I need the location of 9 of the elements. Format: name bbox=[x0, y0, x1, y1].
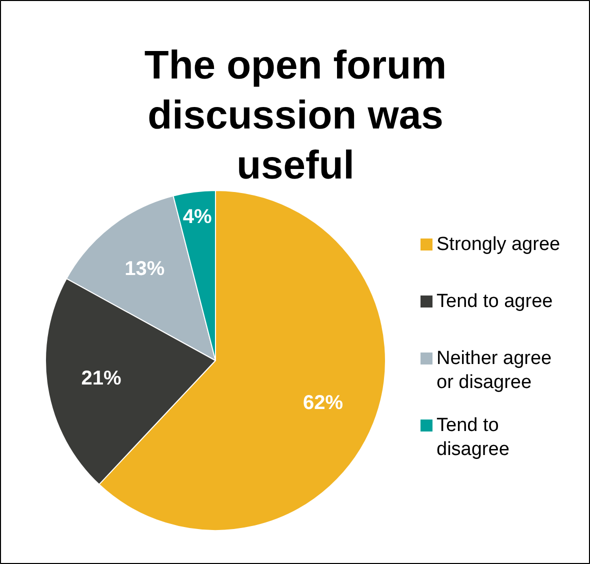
data-label: 4% bbox=[182, 206, 212, 228]
data-label: 21% bbox=[81, 368, 122, 390]
data-label: 13% bbox=[124, 258, 165, 280]
legend-label: Tend to agree bbox=[436, 291, 553, 312]
legend-label: Neither agree or disagree bbox=[436, 348, 552, 393]
legend-label: Tend to disagree bbox=[436, 415, 510, 460]
chart-title: The open forum discussion was useful bbox=[144, 44, 447, 188]
data-label: 62% bbox=[302, 392, 344, 414]
legend-label: Strongly agree bbox=[436, 234, 560, 255]
